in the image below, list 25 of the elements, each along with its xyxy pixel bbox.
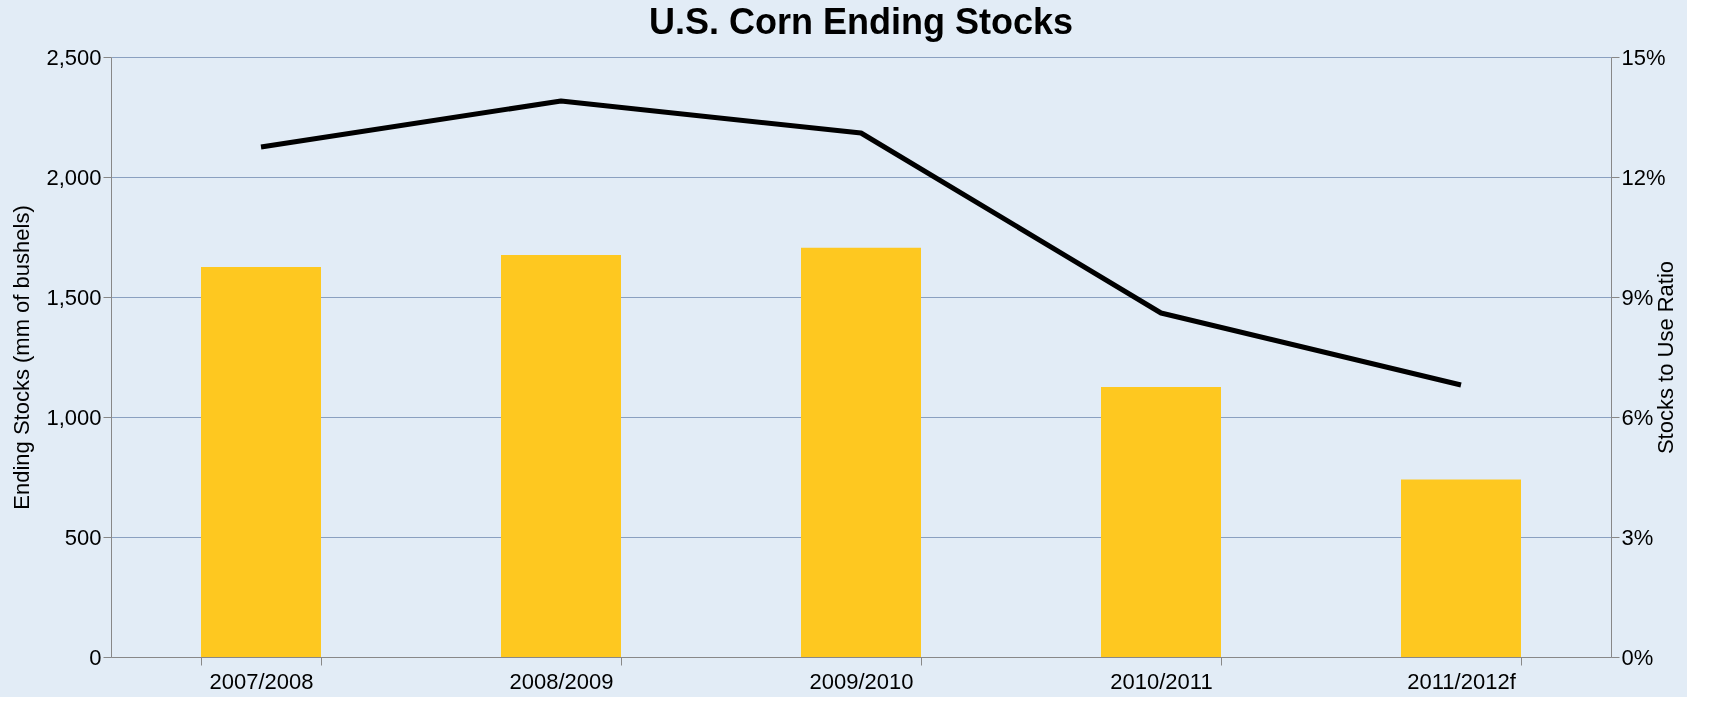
bar (501, 255, 621, 657)
y-tick-label: 2,000 (46, 164, 102, 190)
y-tick-label: 2,500 (46, 44, 102, 70)
bar (801, 247, 921, 657)
y2-tick-label: 6% (1621, 404, 1654, 430)
y2-tick-label: 0% (1621, 644, 1654, 670)
y-axis-title: Ending Stocks (mm of bushels) (9, 205, 35, 510)
chart-title: U.S. Corn Ending Stocks (648, 1, 1074, 42)
x-tick-label: 2011/2012f (1407, 668, 1517, 694)
x-tick-label: 2010/2011 (1110, 668, 1213, 694)
x-tick-label: 2007/2008 (209, 668, 314, 694)
y2-tick-label: 15% (1621, 44, 1666, 70)
y2-tick-label: 3% (1621, 524, 1654, 550)
y2-tick-label: 12% (1621, 164, 1666, 190)
bar (201, 267, 321, 657)
x-tick-label: 2008/2009 (509, 668, 614, 694)
y-tick-label: 1,000 (46, 404, 102, 430)
x-tick-label: 2009/2010 (809, 668, 914, 694)
y-tick-label: 500 (64, 524, 102, 550)
y-tick-label: 0 (89, 644, 102, 670)
y-tick-label: 1,500 (46, 284, 102, 310)
y2-axis-title: Stocks to Use Ratio (1652, 260, 1678, 455)
y2-tick-label: 9% (1621, 284, 1654, 310)
bar (1101, 387, 1221, 657)
bar (1401, 479, 1521, 657)
